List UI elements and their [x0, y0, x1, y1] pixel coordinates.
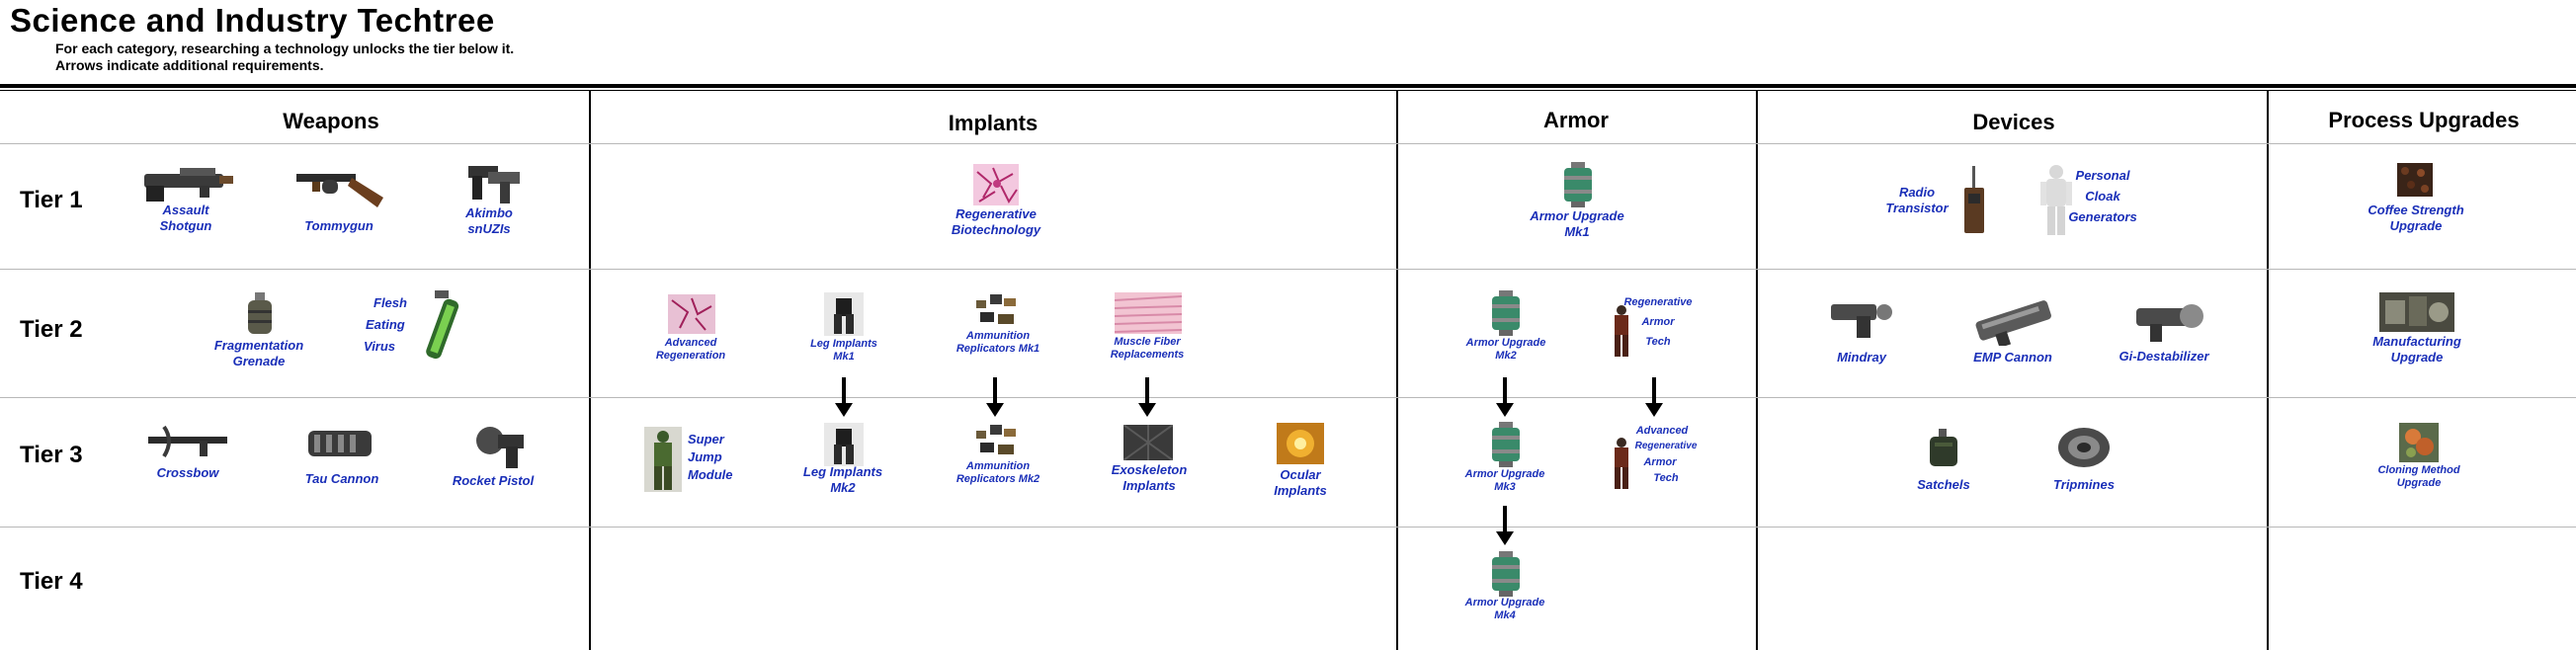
label-coffee-strength-upgrade: Coffee Strength Upgrade	[2368, 203, 2464, 233]
label-armor-upgrade-mk2: Armor Upgrade Mk2	[1465, 337, 1546, 362]
tier-label-4: Tier 4	[20, 568, 83, 595]
label-satchels: Satchels	[1917, 477, 1970, 492]
ammunition-replicators-mk1-icon	[976, 294, 1016, 324]
advanced-regenerative-armor-tech-icon	[1615, 438, 1628, 489]
column-divider	[2267, 91, 2269, 650]
subtitle-line-1: For each category, researching a technol…	[55, 41, 515, 56]
label-ammunition-replicators-mk1: Ammunition Replicators Mk1	[956, 330, 1040, 355]
column-divider	[1396, 91, 1398, 650]
label-advanced-regeneration: Advanced Regeneration	[655, 337, 726, 362]
armor-upgrade-mk3-icon	[1492, 422, 1520, 467]
arrow-armor-mk2-to-mk3	[1496, 377, 1514, 417]
akimbo-snuzis-icon	[468, 166, 520, 203]
label-crossbow: Crossbow	[156, 465, 219, 480]
label-flesh-eating-virus: Flesh Eating Virus	[364, 295, 407, 354]
category-devices: Devices	[1972, 110, 2055, 134]
exoskeleton-implants-icon	[1123, 425, 1173, 460]
label-personal-cloak-generators: Personal Cloak Generators	[2068, 168, 2137, 224]
cloning-method-upgrade-icon	[2399, 423, 2439, 462]
personal-cloak-generators-icon	[2040, 165, 2072, 235]
muscle-fiber-replacements-icon	[1115, 292, 1182, 334]
column-divider	[589, 91, 591, 650]
rocket-pistol-icon	[476, 427, 524, 468]
regenerative-biotechnology-icon	[973, 164, 1019, 205]
label-fragmentation-grenade: Fragmentation Grenade	[213, 338, 304, 368]
tier-label-3: Tier 3	[20, 442, 83, 468]
advanced-regeneration-icon	[668, 294, 715, 334]
row-divider	[0, 397, 2576, 398]
label-leg-implants-mk2: Leg Implants Mk2	[802, 464, 883, 495]
flesh-eating-virus-icon	[426, 290, 459, 360]
label-manufacturing-upgrade: Manufacturing Upgrade	[2372, 334, 2461, 365]
fragmentation-grenade-icon	[248, 292, 272, 334]
label-regenerative-armor-tech: Regenerative Armor Tech	[1623, 296, 1693, 348]
label-super-jump-module: Super Jump Module	[688, 432, 733, 482]
page-title: Science and Industry Techtree	[10, 2, 495, 39]
row-divider	[0, 269, 2576, 270]
arrow-armor-mk3-to-mk4	[1496, 506, 1514, 545]
ammunition-replicators-mk2-icon	[976, 425, 1016, 454]
arrow-muscle-to-exoskeleton	[1138, 377, 1156, 417]
armor-upgrade-mk4-icon	[1492, 551, 1520, 597]
assault-shotgun-icon	[144, 168, 233, 202]
arrow-leg-implants	[835, 377, 853, 417]
tommygun-icon	[296, 174, 383, 207]
armor-upgrade-mk1-icon	[1564, 162, 1592, 207]
arrow-regenerative-armor-tech	[1645, 377, 1663, 417]
coffee-strength-upgrade-icon	[2397, 163, 2433, 197]
arrow-ammunition-replicators	[986, 377, 1004, 417]
gi-destabilizer-icon	[2136, 304, 2203, 342]
label-akimbo-snuzis: Akimbo snUZIs	[465, 205, 513, 236]
label-mindray: Mindray	[1837, 350, 1886, 365]
label-tripmines: Tripmines	[2053, 477, 2115, 492]
leg-implants-mk1-icon	[824, 292, 864, 336]
category-process-upgrades: Process Upgrades	[2328, 108, 2520, 132]
label-advanced-regenerative-armor-tech: Advanced Regenerative Armor Tech	[1634, 425, 1698, 484]
column-divider	[1756, 91, 1758, 650]
tau-cannon-icon	[308, 431, 372, 456]
ocular-implants-icon	[1277, 423, 1324, 464]
label-rocket-pistol: Rocket Pistol	[452, 473, 535, 488]
label-regenerative-biotechnology: Regenerative Biotechnology	[951, 206, 1041, 237]
super-jump-module-icon	[644, 427, 682, 492]
label-emp-cannon: EMP Cannon	[1973, 350, 2052, 365]
label-tau-cannon: Tau Cannon	[304, 471, 379, 486]
tripmines-icon	[2058, 428, 2110, 467]
label-tommygun: Tommygun	[304, 218, 374, 233]
emp-cannon-icon	[1975, 300, 2051, 346]
label-cloning-method-upgrade: Cloning Method Upgrade	[2377, 464, 2460, 489]
label-muscle-fiber-replacements: Muscle Fiber Replacements	[1110, 336, 1185, 361]
label-gi-destabilizer: Gi-Destabilizer	[2119, 349, 2209, 364]
leg-implants-mk2-icon	[824, 423, 864, 466]
label-exoskeleton-implants: Exoskeleton Implants	[1111, 462, 1188, 493]
header-divider	[0, 84, 2576, 88]
subtitle-line-2: Arrows indicate additional requirements.	[55, 57, 324, 73]
manufacturing-upgrade-icon	[2379, 292, 2454, 332]
row-divider	[0, 527, 2576, 528]
label-assault-shotgun: Assault Shotgun	[159, 203, 212, 233]
armor-upgrade-mk2-icon	[1492, 290, 1520, 336]
label-leg-implants-mk1: Leg Implants Mk1	[810, 338, 877, 363]
label-armor-upgrade-mk3: Armor Upgrade Mk3	[1464, 468, 1545, 493]
satchels-icon	[1930, 429, 1957, 466]
label-armor-upgrade-mk1: Armor Upgrade Mk1	[1530, 208, 1624, 239]
mindray-icon	[1831, 304, 1892, 338]
tier-label-1: Tier 1	[20, 187, 83, 213]
tier-label-2: Tier 2	[20, 316, 83, 343]
radio-transistor-icon	[1964, 166, 1984, 233]
category-implants: Implants	[948, 111, 1039, 135]
crossbow-icon	[148, 425, 227, 458]
label-armor-upgrade-mk4: Armor Upgrade Mk4	[1464, 597, 1545, 621]
header-divider-thin	[0, 90, 2576, 91]
label-ammunition-replicators-mk2: Ammunition Replicators Mk2	[956, 460, 1040, 485]
category-weapons: Weapons	[283, 109, 379, 133]
row-divider	[0, 143, 2576, 144]
regenerative-armor-tech-icon	[1615, 305, 1628, 357]
label-radio-transistor: Radio Transistor	[1885, 185, 1949, 215]
label-ocular-implants: Ocular Implants	[1274, 467, 1327, 498]
category-armor: Armor	[1542, 108, 1609, 132]
